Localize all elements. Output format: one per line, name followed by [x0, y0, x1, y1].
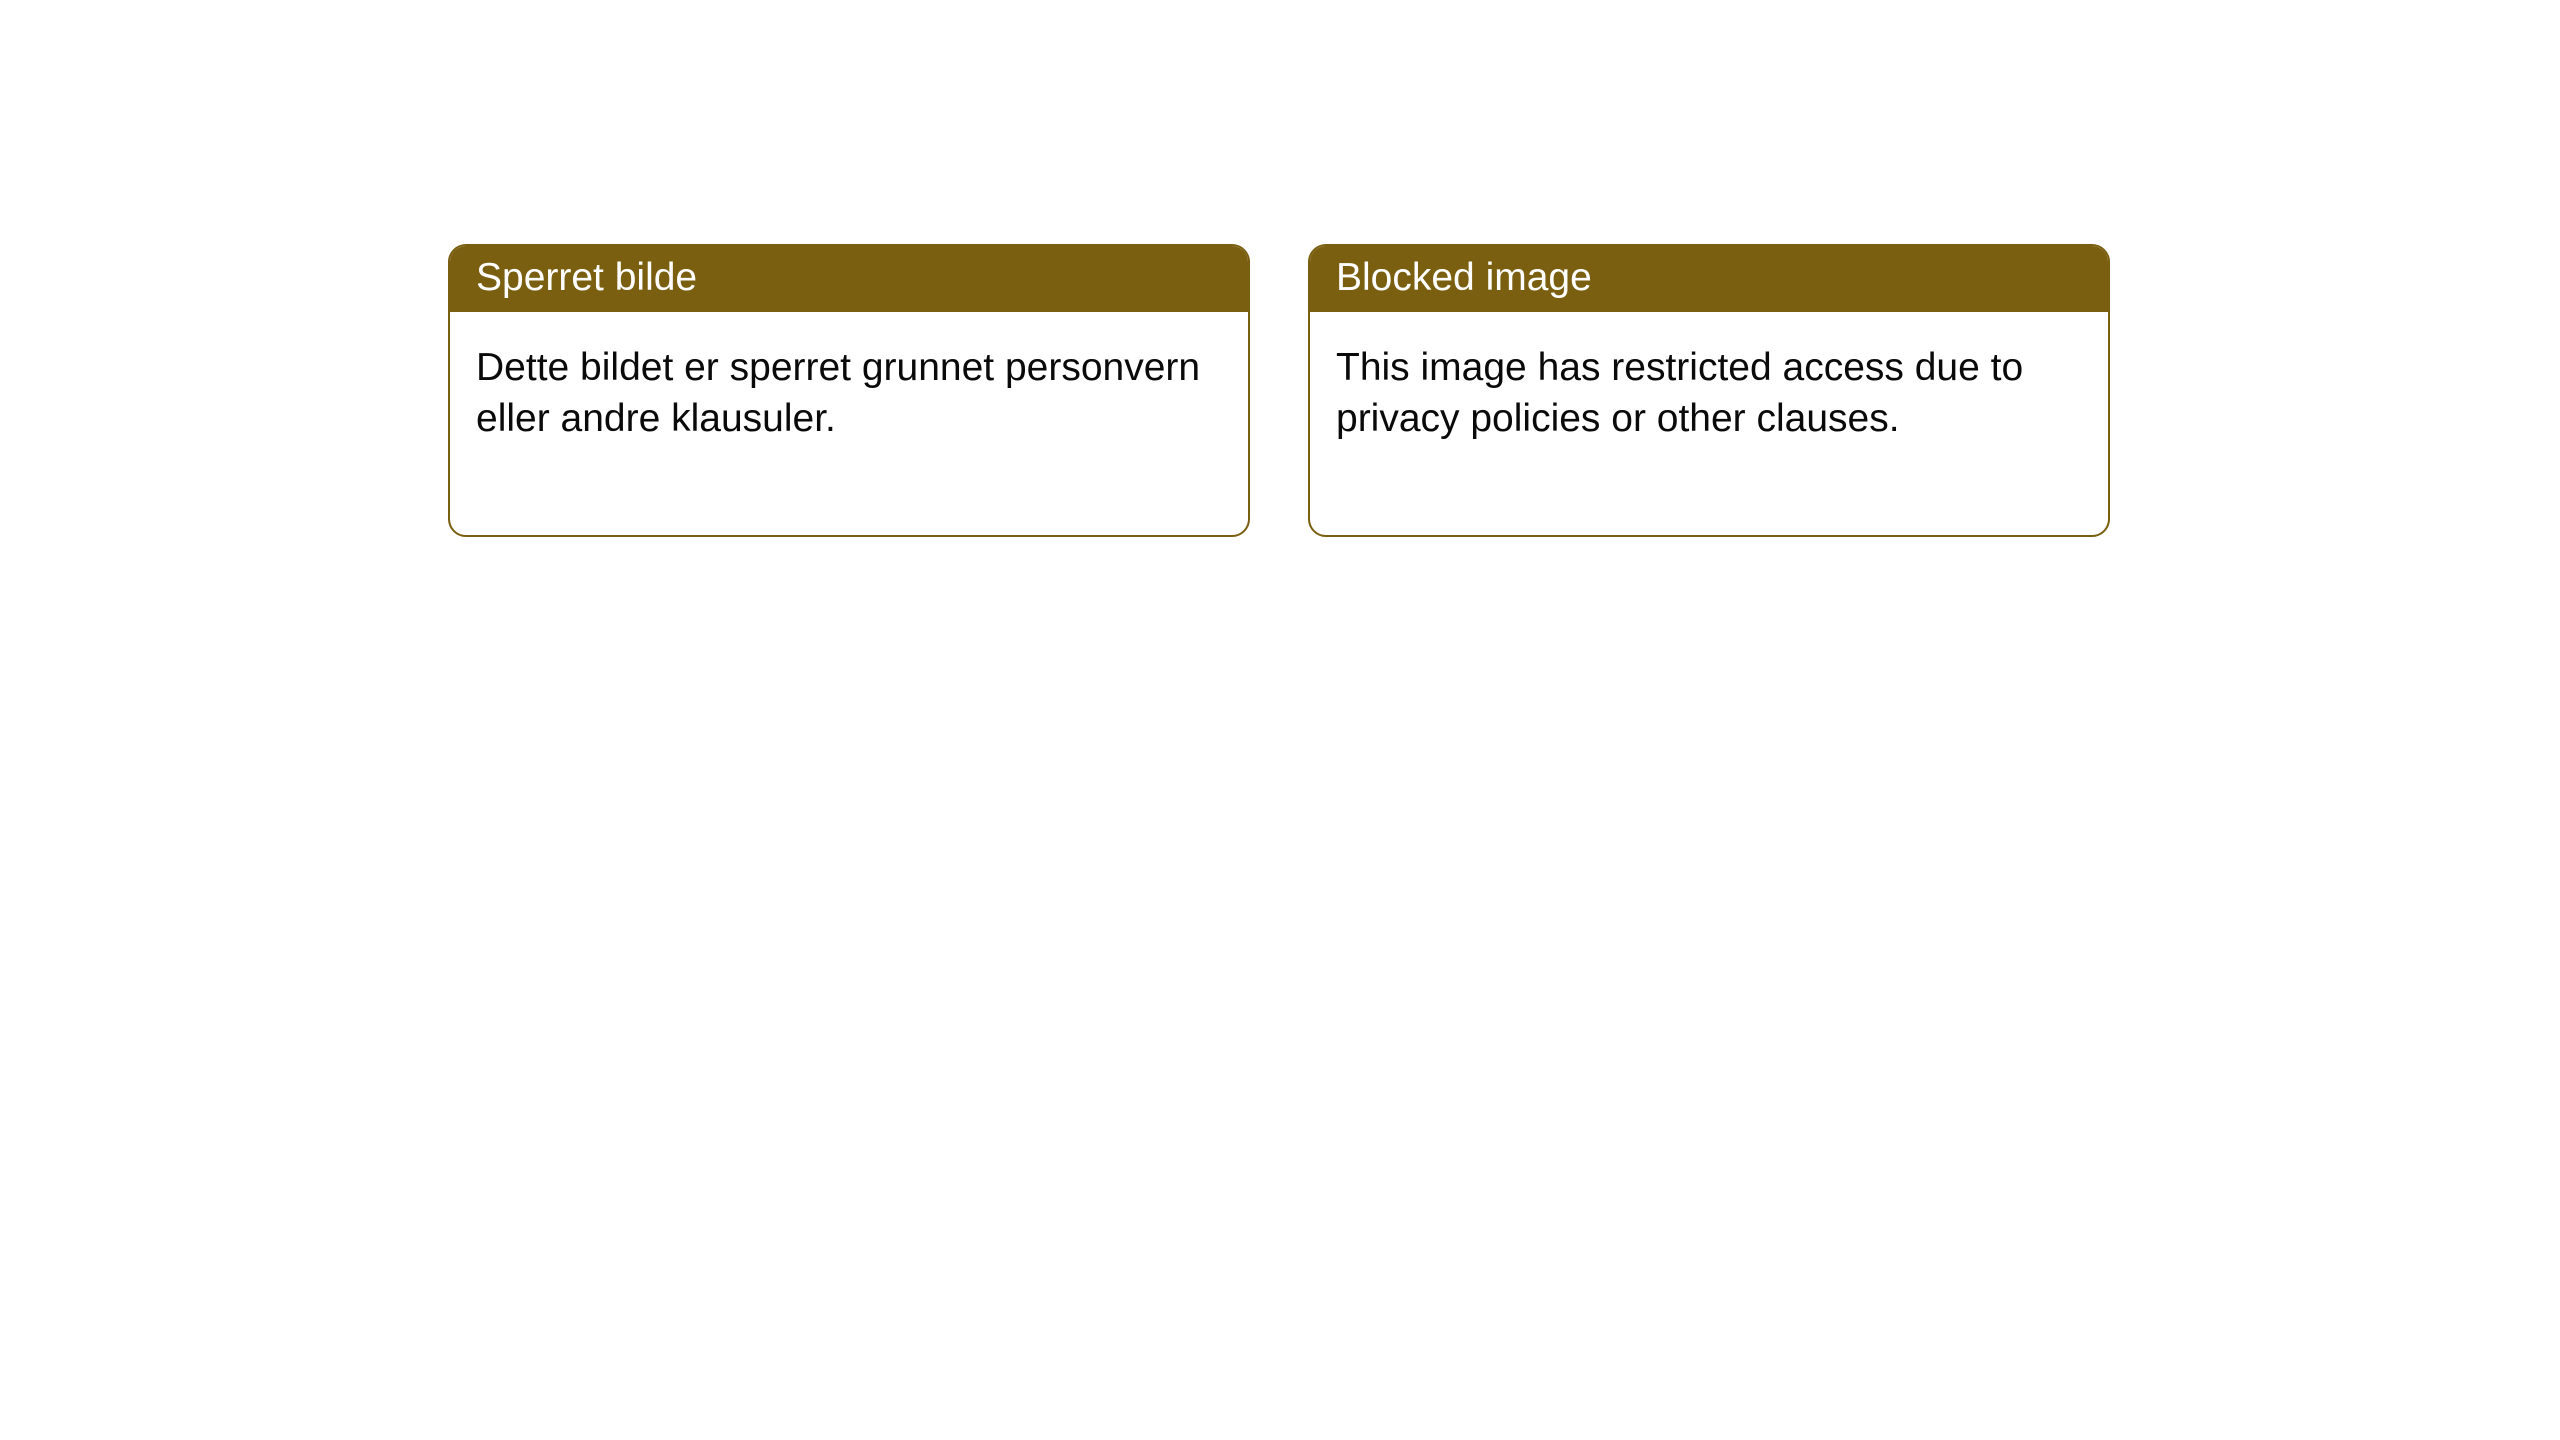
- notice-container: Sperret bilde Dette bildet er sperret gr…: [0, 0, 2560, 537]
- notice-body-english: This image has restricted access due to …: [1310, 312, 2108, 535]
- notice-body-norwegian: Dette bildet er sperret grunnet personve…: [450, 312, 1248, 535]
- notice-card-english: Blocked image This image has restricted …: [1308, 244, 2110, 537]
- notice-title-norwegian: Sperret bilde: [450, 246, 1248, 312]
- notice-title-english: Blocked image: [1310, 246, 2108, 312]
- notice-card-norwegian: Sperret bilde Dette bildet er sperret gr…: [448, 244, 1250, 537]
